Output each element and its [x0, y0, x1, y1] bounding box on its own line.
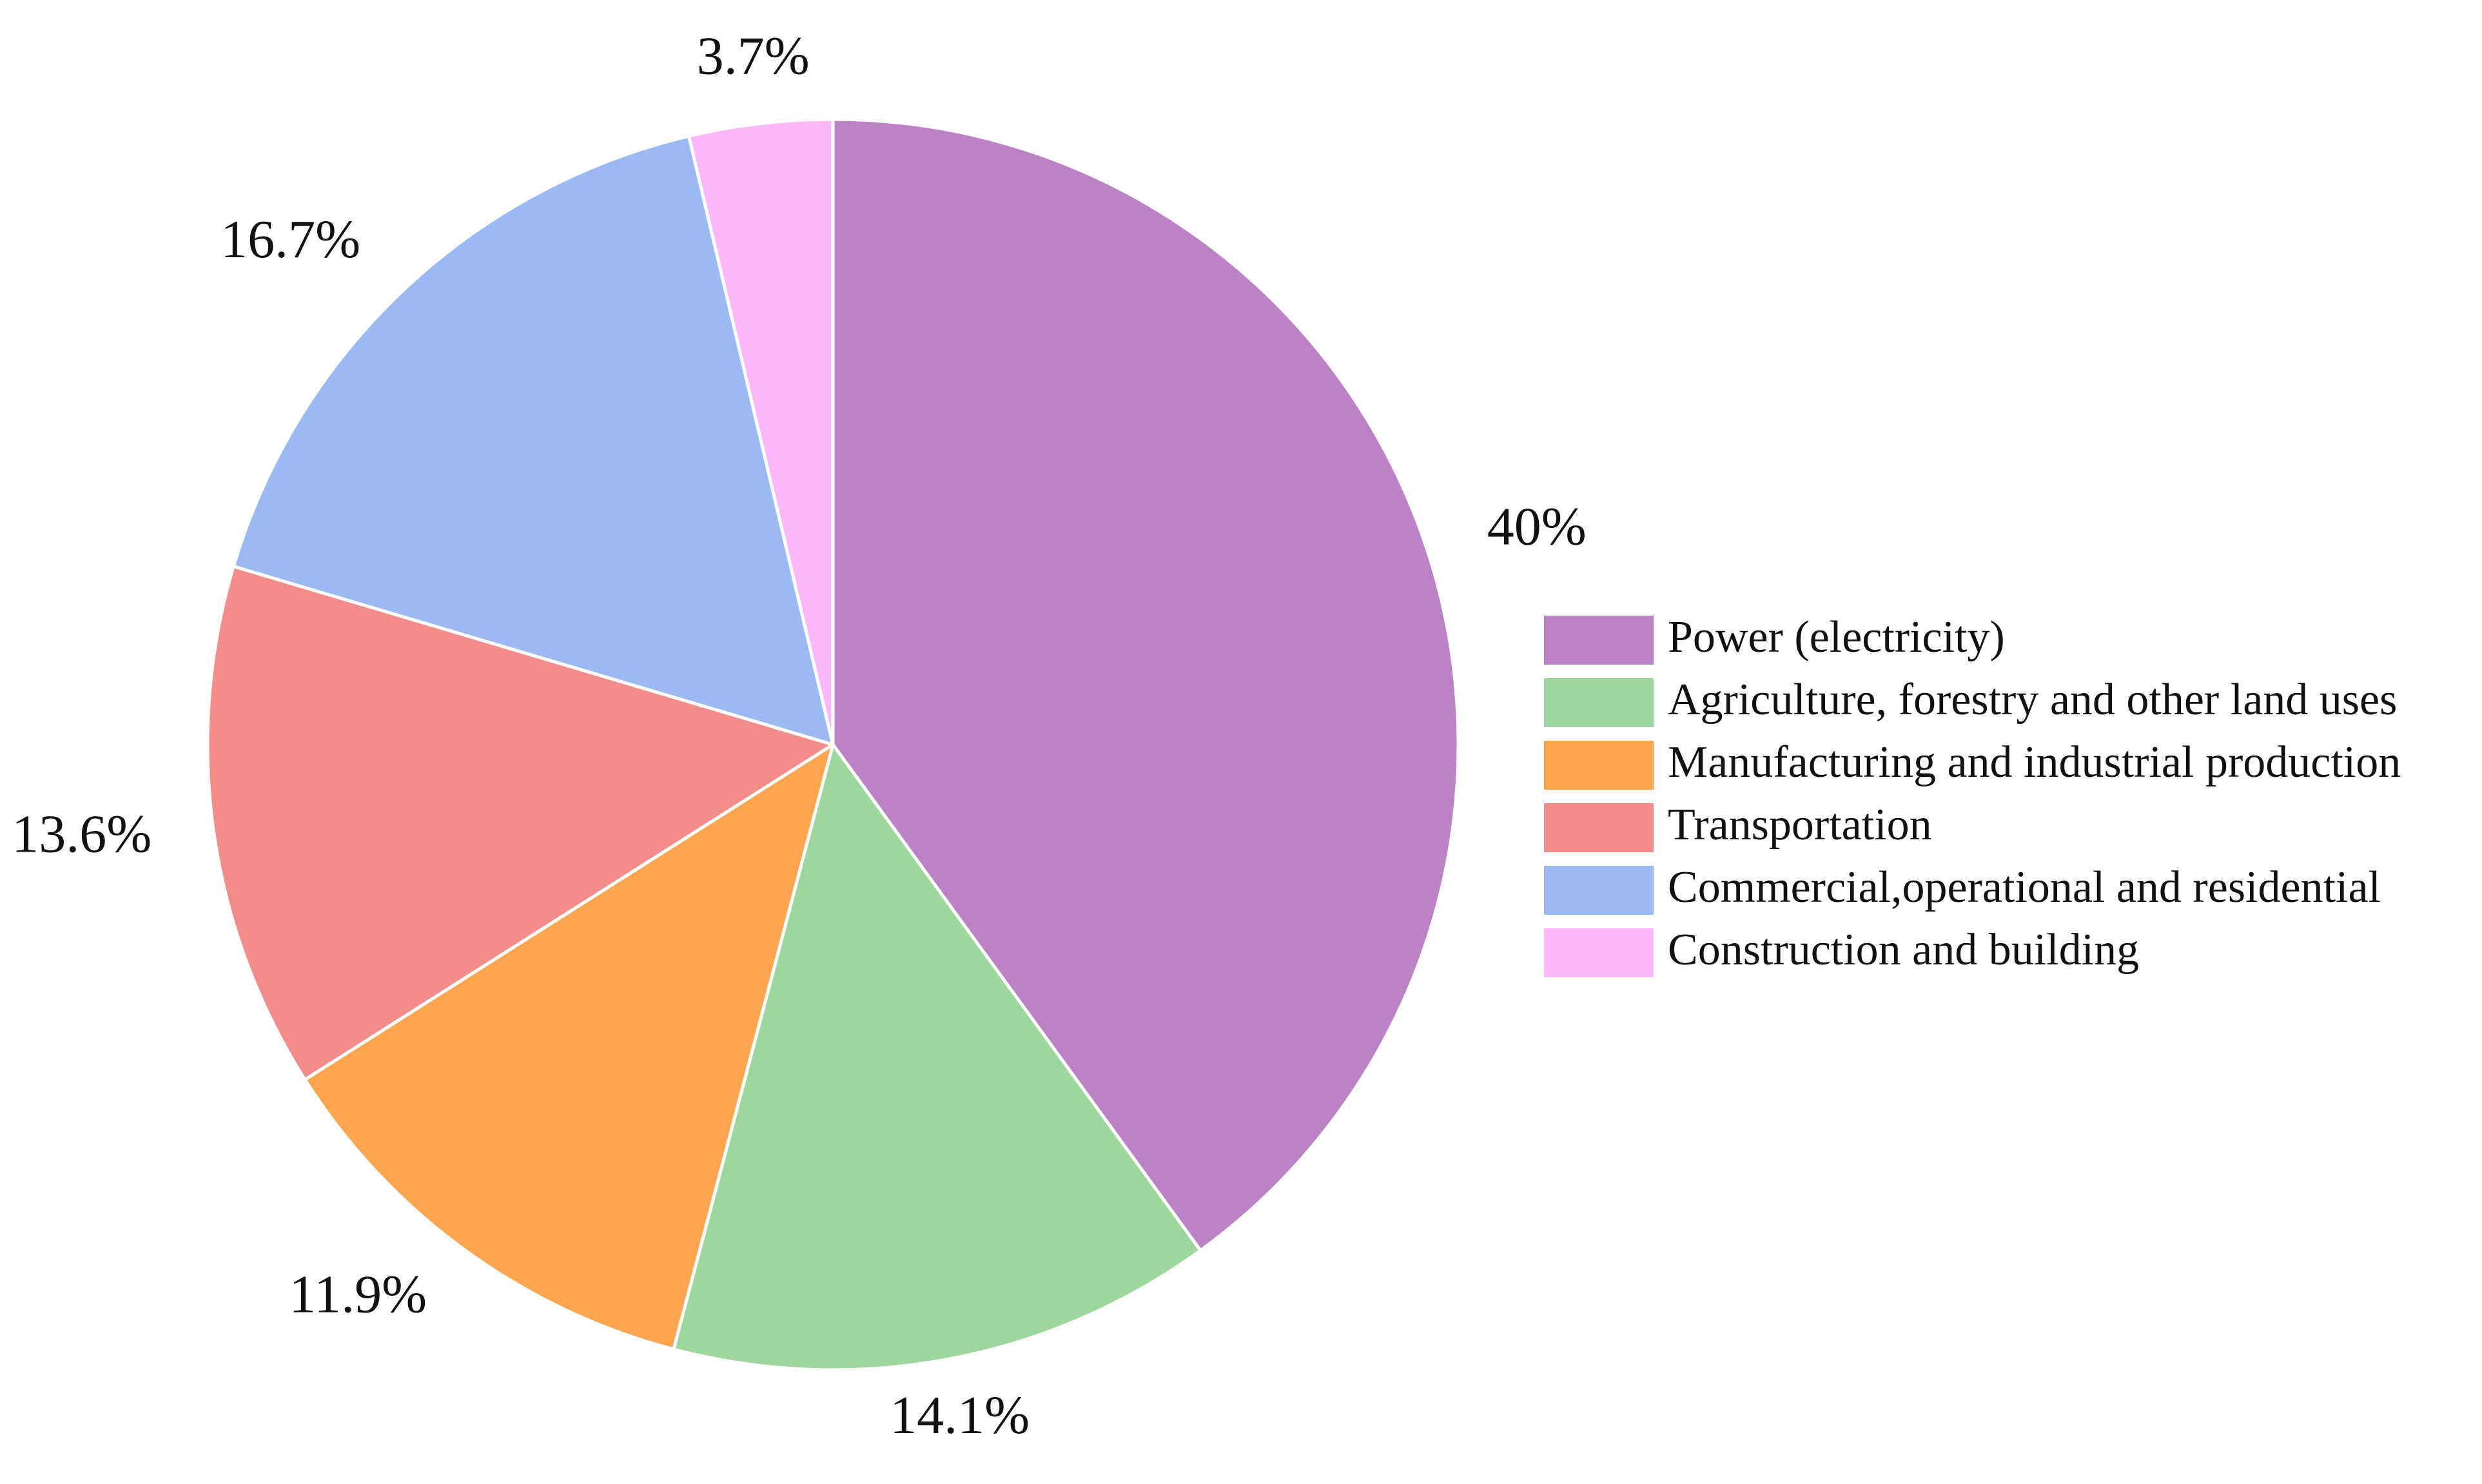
- pie-percent-labels: 40% 14.1% 11.9% 13.6% 16.7% 3.7%: [12, 26, 1587, 1445]
- legend-label: Transportation: [1668, 800, 1932, 850]
- legend-swatch: [1544, 928, 1654, 977]
- pie-percent-label: 11.9%: [289, 1265, 427, 1325]
- pie-slice: [303, 743, 835, 1351]
- legend-swatch: [1544, 803, 1654, 852]
- pie-slices: [206, 117, 1460, 1372]
- pie-slice: [687, 117, 835, 747]
- pie-percent-label: 14.1%: [890, 1385, 1030, 1445]
- pie-slice: [206, 565, 835, 1082]
- legend-label: Construction and building: [1668, 925, 2139, 975]
- legend-label: Agriculture, forestry and other land use…: [1668, 675, 2397, 725]
- legend-label: Manufacturing and industrial production: [1668, 737, 2401, 787]
- pie-percent-label: 16.7%: [220, 210, 360, 269]
- pie-percent-label: 13.6%: [12, 804, 151, 864]
- pie-slice: [231, 134, 835, 747]
- pie-slice: [672, 743, 1202, 1372]
- pie-slice: [831, 117, 1460, 1253]
- legend-label: Commercial,operational and residential: [1668, 863, 2381, 912]
- legend-swatch: [1544, 616, 1654, 665]
- legend-label: Power (electricity): [1668, 612, 2005, 662]
- pie-percent-label: 40%: [1487, 497, 1587, 557]
- pie-percent-label: 3.7%: [697, 26, 810, 86]
- legend-swatch: [1544, 741, 1654, 790]
- legend: Power (electricity) Agriculture, forestry…: [1544, 612, 2401, 977]
- legend-swatch: [1544, 678, 1654, 727]
- legend-swatch: [1544, 866, 1654, 915]
